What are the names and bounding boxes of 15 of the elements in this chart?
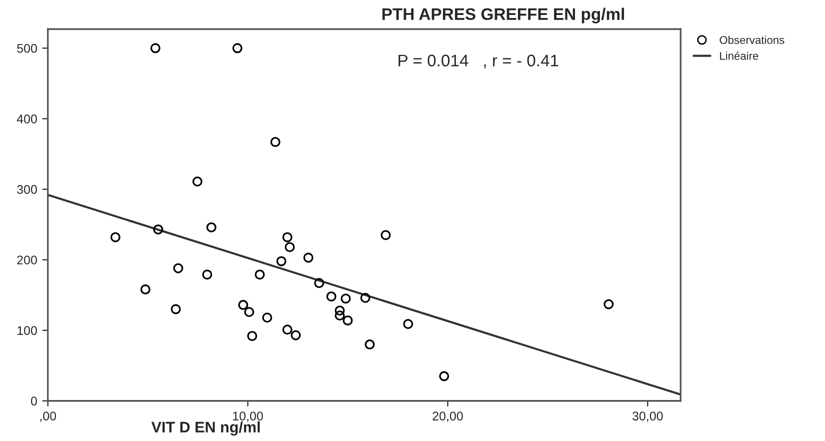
y-tick-label: 400	[16, 114, 37, 124]
y-tick-label: 500	[17, 44, 37, 53]
x-tick-label: 10,00	[233, 412, 263, 422]
x-tick-label: 20,00	[432, 412, 463, 422]
x-axis-title: VIT D EN ng/ml	[151, 421, 260, 436]
annotation: P = 0.014 , r = - 0.41	[398, 54, 558, 68]
chart-title: PTH APRES GREFFE EN pg/ml	[382, 8, 624, 24]
x-tick-label: ,00	[40, 412, 56, 422]
legend-label: Observations	[720, 36, 784, 44]
y-tick-label: 200	[17, 256, 37, 264]
legend-label: Linéaire	[720, 52, 758, 60]
x-tick-label: 30,00	[632, 412, 663, 422]
y-tick-label: 100	[18, 326, 37, 335]
y-tick-label: 300	[17, 185, 37, 194]
y-tick-label: 0	[30, 396, 37, 406]
